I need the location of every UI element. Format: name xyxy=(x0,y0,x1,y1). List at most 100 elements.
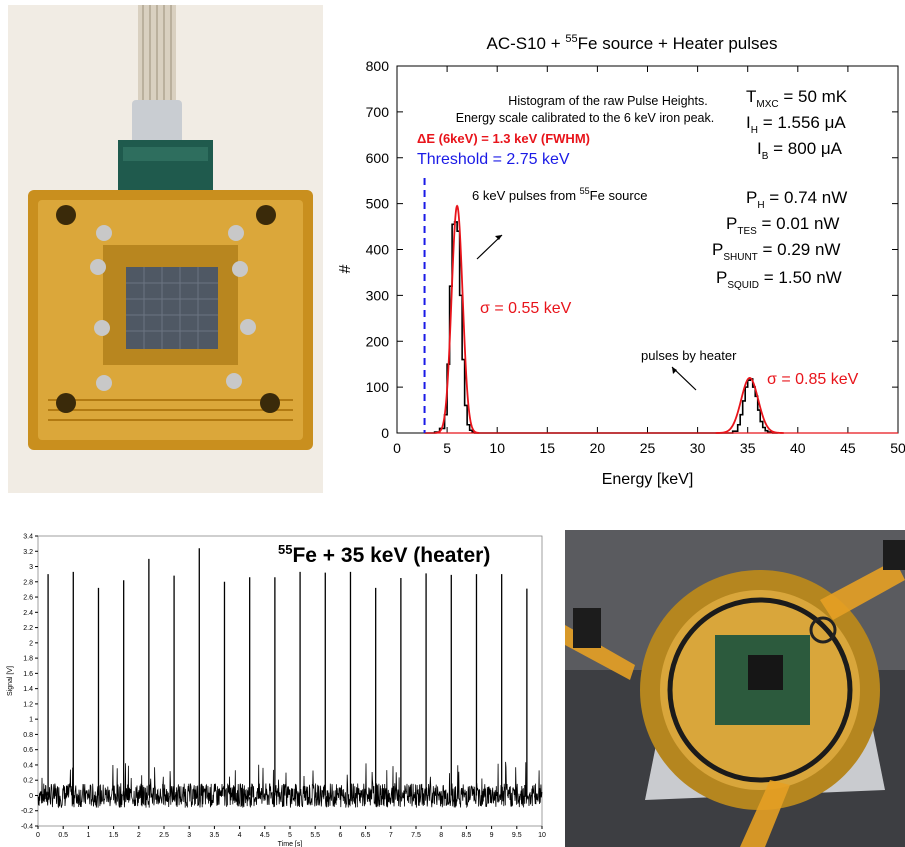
param-i-b-subscript: B xyxy=(762,151,769,162)
histogram-title: AC-S10 + 55Fe source + Heater pulses xyxy=(486,33,777,53)
y-tick-label: -0.2 xyxy=(21,808,33,815)
y-tick-label: 0 xyxy=(381,425,389,441)
param-p-tes-symbol: P xyxy=(726,214,737,233)
x-tick-label: 8 xyxy=(439,832,443,839)
title-prefix: AC-S10 + xyxy=(486,34,565,53)
param-t-mxc-value: = 50 mK xyxy=(779,87,848,106)
param-p-shunt-value: = 0.29 nW xyxy=(758,240,841,259)
param-t-mxc-subscript: MXC xyxy=(756,99,778,110)
chip-holder-photo xyxy=(8,5,323,493)
x-tick-label: 6.5 xyxy=(361,832,371,839)
x-tick-label: 2 xyxy=(137,832,141,839)
param-i-b-value: = 800 μA xyxy=(768,139,842,158)
note-line-1: Histogram of the raw Pulse Heights. xyxy=(508,94,707,108)
param-p-squid: PSQUID = 1.50 nW xyxy=(716,268,842,291)
x-tick-label: 0.5 xyxy=(58,832,68,839)
fe-pulses-suffix: Fe source xyxy=(590,188,648,203)
y-tick-label: 600 xyxy=(366,150,390,166)
trace-axes: 0 0.5 1 1.5 2 2.5 3 3.5 4 4.5 5 5.5 6 6.5 7 7.5 8 8.5 9 9.5… xyxy=(7,534,546,847)
x-tick-label: 35 xyxy=(740,440,756,456)
fe-pulses-superscript: 55 xyxy=(580,186,590,196)
x-tick-label: 20 xyxy=(590,440,606,456)
x-tick-label: 10 xyxy=(489,440,505,456)
x-tick-label: 2.5 xyxy=(159,832,169,839)
param-p-h-symbol: P xyxy=(746,188,757,207)
y-tick-label: 0.2 xyxy=(23,778,33,785)
title-superscript: 55 xyxy=(565,33,577,45)
x-tick-label: 0 xyxy=(393,440,401,456)
x-axis-label: Time [s] xyxy=(278,841,303,847)
cryostat-photo xyxy=(565,530,905,847)
trace-title-superscript: 55 xyxy=(278,542,292,557)
param-t-mxc: TMXC = 50 mK xyxy=(746,87,848,110)
param-i-b-symbol: I xyxy=(757,139,762,158)
y-tick-label: 2 xyxy=(29,640,33,647)
x-tick-label: 5 xyxy=(443,440,451,456)
y-tick-label: 500 xyxy=(366,196,390,212)
trace-title: 55Fe + 35 keV (heater) xyxy=(278,542,490,567)
threshold-label: Threshold = 2.75 keV xyxy=(417,151,570,168)
fe-pulses-arrowhead xyxy=(495,235,502,240)
x-axis-label: Energy [keV] xyxy=(602,471,694,488)
x-tick-label: 3.5 xyxy=(210,832,220,839)
signal-trace: 0 0.5 1 1.5 2 2.5 3 3.5 4 4.5 5 5.5 6 6.5 7 7.5 8 8.5 9 9.5… xyxy=(0,528,552,847)
trace-title-text: Fe + 35 keV (heater) xyxy=(292,544,490,567)
x-tick-label: 30 xyxy=(690,440,706,456)
histogram-axes: 0 5 10 15 20 25 30 35 40 45 5001002003004005006007… xyxy=(337,58,905,488)
x-tick-label: 1 xyxy=(86,832,90,839)
x-tick-label: 4.5 xyxy=(260,832,270,839)
x-tick-label: 5 xyxy=(288,832,292,839)
x-tick-label: 0 xyxy=(36,832,40,839)
param-p-squid-value: = 1.50 nW xyxy=(759,268,842,287)
y-tick-label: 2.2 xyxy=(23,625,33,632)
y-tick-label: 0 xyxy=(29,793,33,800)
y-tick-label: 1.2 xyxy=(23,701,33,708)
trace-chart: 0 0.5 1 1.5 2 2.5 3 3.5 4 4.5 5 5.5 6 6.5 7 7.5 8 8.5 9 9.5… xyxy=(7,534,546,847)
param-p-h: PH = 0.74 nW xyxy=(746,188,847,211)
parameter-block: TMXC = 50 mK IH = 1.556 μA IB = 800 μA P… xyxy=(712,87,848,291)
y-tick-label: 1.6 xyxy=(23,671,33,678)
y-tick-label: 200 xyxy=(366,333,390,349)
param-p-shunt-symbol: P xyxy=(712,240,723,259)
fe-pulses-label: 6 keV pulses from 55Fe source xyxy=(472,186,647,203)
y-tick-label: 1.8 xyxy=(23,656,33,663)
y-tick-label: 1.4 xyxy=(23,686,33,693)
x-tick-label: 9 xyxy=(490,832,494,839)
y-tick-label: 2.6 xyxy=(23,595,33,602)
cryostat-illustration xyxy=(565,530,905,847)
trace-series xyxy=(37,548,543,809)
y-tick-label: -0.4 xyxy=(21,824,33,831)
x-tick-label: 5.5 xyxy=(310,832,320,839)
trace-frame xyxy=(37,535,543,827)
resolution-label: ΔE (6keV) = 1.3 keV (FWHM) xyxy=(417,131,590,146)
x-tick-label: 7.5 xyxy=(411,832,421,839)
heater-pulses-arrowhead xyxy=(672,367,677,374)
y-tick-label: 100 xyxy=(366,379,390,395)
histogram-series xyxy=(424,204,898,434)
x-tick-label: 9.5 xyxy=(512,832,522,839)
x-tick-label: 7 xyxy=(389,832,393,839)
x-tick-label: 15 xyxy=(540,440,556,456)
y-tick-label: 3.2 xyxy=(23,549,33,556)
param-i-h-symbol: I xyxy=(746,113,751,132)
y-tick-label: 0.4 xyxy=(23,762,33,769)
y-tick-label: 400 xyxy=(366,242,390,258)
y-tick-label: 3 xyxy=(29,564,33,571)
x-tick-label: 25 xyxy=(640,440,656,456)
sigma-fe-label: σ = 0.55 keV xyxy=(480,300,572,317)
y-tick-label: 700 xyxy=(366,104,390,120)
param-i-h: IH = 1.556 μA xyxy=(746,113,846,136)
note-line-2: Energy scale calibrated to the 6 keV iro… xyxy=(456,111,714,125)
param-i-b: IB = 800 μA xyxy=(757,139,843,162)
y-tick-label: 1 xyxy=(29,717,33,724)
x-tick-label: 50 xyxy=(890,440,905,456)
x-tick-label: 1.5 xyxy=(109,832,119,839)
y-tick-label: 2.8 xyxy=(23,579,33,586)
param-p-shunt-subscript: SHUNT xyxy=(723,252,757,263)
chip-holder-illustration xyxy=(8,5,323,493)
y-tick-label: 2.4 xyxy=(23,610,33,617)
x-tick-label: 10 xyxy=(538,832,546,839)
param-t-mxc-symbol: T xyxy=(746,87,756,106)
y-tick-label: 800 xyxy=(366,58,390,74)
x-tick-label: 4 xyxy=(238,832,242,839)
